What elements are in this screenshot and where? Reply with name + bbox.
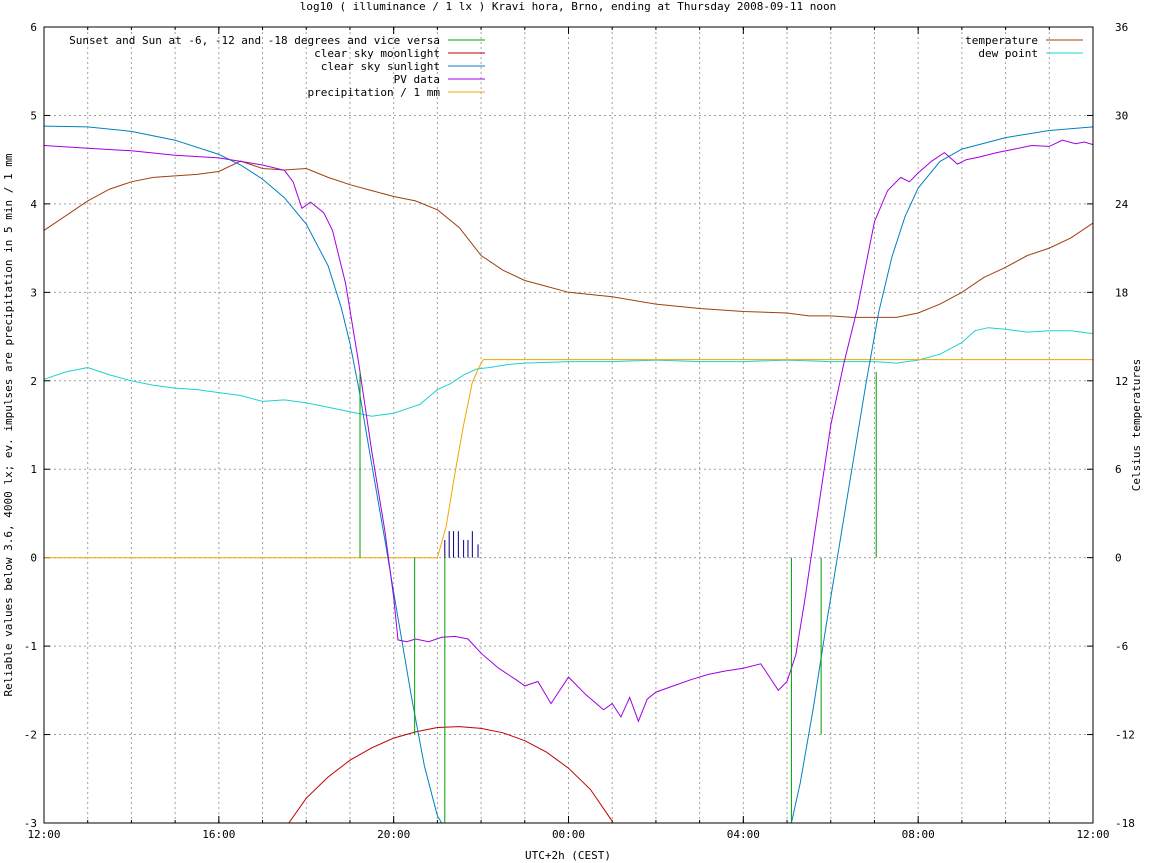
y2-tick-label: 6 bbox=[1115, 463, 1122, 476]
x-axis-label: UTC+2h (CEST) bbox=[525, 849, 611, 862]
series-clear-sky-sunlight bbox=[43, 125, 1094, 824]
legend-label: Sunset and Sun at -6, -12 and -18 degree… bbox=[69, 34, 440, 47]
y-tick-label: 5 bbox=[30, 109, 37, 122]
y-tick-label: 3 bbox=[30, 286, 37, 299]
legend-label: PV data bbox=[394, 73, 440, 86]
y-tick-label: 2 bbox=[30, 375, 37, 388]
series-pv-data bbox=[43, 139, 1094, 723]
y2-tick-label: 30 bbox=[1115, 109, 1128, 122]
impulse-markers bbox=[359, 371, 877, 823]
y-tick-label: -1 bbox=[24, 640, 37, 653]
x-tick-label: 04:00 bbox=[727, 828, 760, 841]
y-tick-label: 1 bbox=[30, 463, 37, 476]
y-tick-label: 6 bbox=[30, 21, 37, 34]
series-lines bbox=[43, 125, 1094, 824]
series-dew-point bbox=[43, 327, 1094, 417]
y2-tick-label: 18 bbox=[1115, 286, 1128, 299]
legend-label: temperature bbox=[965, 34, 1038, 47]
x-tick-label: 20:00 bbox=[377, 828, 410, 841]
legend-label: clear sky moonlight bbox=[314, 47, 440, 60]
y-tick-label: -3 bbox=[24, 817, 37, 830]
x-tick-label: 16:00 bbox=[202, 828, 235, 841]
y-tick-label: -2 bbox=[24, 729, 37, 742]
plot-frame bbox=[43, 26, 1094, 824]
x-tick-label: 12:00 bbox=[1076, 828, 1109, 841]
y2-tick-label: 24 bbox=[1115, 198, 1129, 211]
legend-left: Sunset and Sun at -6, -12 and -18 degree… bbox=[69, 34, 485, 99]
grid-lines bbox=[44, 27, 1093, 823]
x-tick-label: 00:00 bbox=[552, 828, 585, 841]
y2-tick-label: 12 bbox=[1115, 375, 1128, 388]
y-axis-label: Reliable values below 3.6, 4000 lx; ev. … bbox=[2, 153, 15, 696]
y-tick-label: 0 bbox=[30, 552, 37, 565]
y2-axis-label: Celsius temperatures bbox=[1130, 359, 1143, 491]
legend-label: dew point bbox=[978, 47, 1038, 60]
y2-tick-label: -12 bbox=[1115, 729, 1135, 742]
x-tick-label: 12:00 bbox=[27, 828, 60, 841]
y-tick-label: 4 bbox=[30, 198, 37, 211]
y2-tick-label: -18 bbox=[1115, 817, 1135, 830]
y2-tick-label: -6 bbox=[1115, 640, 1128, 653]
chart-title: log10 ( illuminance / 1 lx ) Kravi hora,… bbox=[300, 0, 836, 13]
y2-tick-label: 0 bbox=[1115, 552, 1122, 565]
y2-tick-label: 36 bbox=[1115, 21, 1128, 34]
series-clear-sky-moonlight bbox=[288, 726, 613, 824]
series-precipitation-1-mm bbox=[44, 359, 1093, 559]
series-temperature bbox=[43, 160, 1094, 318]
legend-label: clear sky sunlight bbox=[321, 60, 440, 73]
x-tick-label: 08:00 bbox=[902, 828, 935, 841]
legend-label: precipitation / 1 mm bbox=[308, 86, 441, 99]
